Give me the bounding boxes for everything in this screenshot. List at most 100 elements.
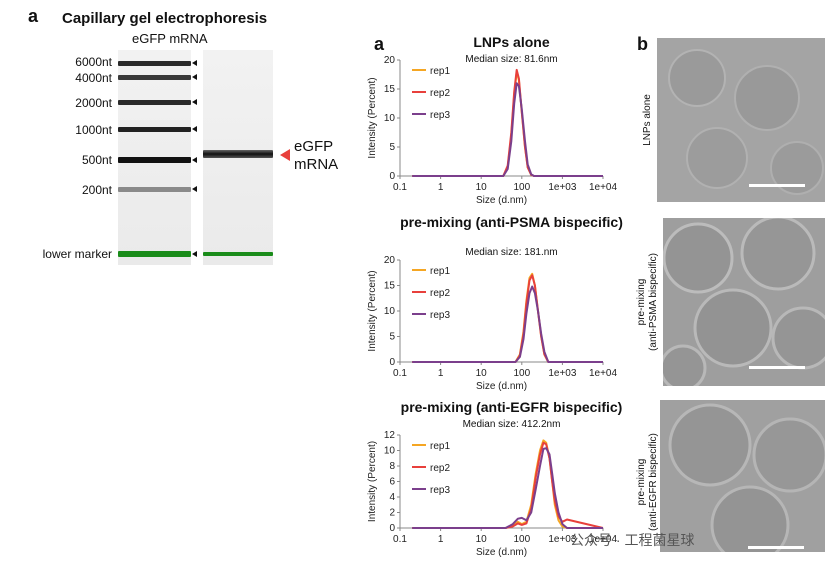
- ladder-label-6000: 6000nt: [75, 55, 112, 69]
- egfp-mrna-band: [203, 150, 273, 158]
- legend-label: rep1: [430, 441, 450, 452]
- scale-bar: [748, 546, 804, 549]
- lower-marker-label: lower marker: [42, 247, 112, 261]
- panel-a2-letter: a: [374, 34, 385, 54]
- em-texture: [657, 38, 825, 202]
- y-tick-label: 10: [384, 446, 396, 457]
- y-tick-label: 12: [384, 430, 396, 441]
- legend-label: rep2: [430, 288, 450, 299]
- red-triangle-icon: [280, 149, 290, 161]
- y-tick-label: 8: [389, 461, 395, 472]
- legend-label: rep2: [430, 88, 450, 99]
- legend-label: rep2: [430, 463, 450, 474]
- x-axis-label: Size (d.nm): [476, 547, 527, 558]
- ladder-label-1000: 1000nt: [75, 123, 112, 137]
- em-texture: [660, 400, 825, 552]
- ladder-label-200: 200nt: [81, 183, 112, 197]
- y-tick-label: 0: [389, 171, 395, 182]
- watermark: 公众号 · 工程菌星球: [570, 532, 695, 548]
- legend-label: rep3: [430, 485, 450, 496]
- x-tick-label: 1e+04: [589, 368, 618, 379]
- y-axis-label: Intensity (Percent): [367, 77, 378, 158]
- sample-marker-band: [203, 252, 273, 256]
- x-tick-label: 1e+03: [548, 534, 577, 545]
- x-tick-label: 1: [438, 182, 444, 193]
- x-tick-label: 0.1: [393, 368, 407, 379]
- ladder-band: [118, 157, 191, 163]
- x-tick-label: 10: [476, 182, 488, 193]
- y-tick-label: 10: [384, 306, 396, 317]
- series-line-rep2: [412, 68, 603, 177]
- y-tick-label: 5: [389, 142, 395, 153]
- gel-title: Capillary gel electrophoresis: [62, 10, 268, 27]
- y-tick-label: 0: [389, 523, 395, 534]
- y-tick-label: 2: [389, 508, 395, 519]
- x-tick-label: 1e+03: [548, 368, 577, 379]
- legend-label: rep1: [430, 66, 450, 77]
- x-tick-label: 1e+04: [589, 182, 618, 193]
- x-tick-label: 10: [476, 368, 488, 379]
- lower-marker-band: [118, 251, 191, 257]
- ladder-label-2000: 2000nt: [75, 96, 112, 110]
- chart-subtitle: Median size: 181.nm: [465, 247, 557, 258]
- panel-a-letter: a: [28, 6, 39, 26]
- x-tick-label: 100: [513, 182, 530, 193]
- ladder-arrow-icon: [192, 99, 197, 105]
- em-label-psma: pre-mixing (anti-PSMA bispecific): [636, 232, 660, 372]
- chart-title: pre-mixing (anti-EGFR bispecific): [401, 399, 623, 415]
- chart-subtitle: Median size: 412.2nm: [463, 419, 561, 430]
- x-tick-label: 1e+04: [589, 534, 618, 545]
- egfp-label-line1: eGFP: [294, 138, 334, 155]
- legend-label: rep3: [430, 310, 450, 321]
- ladder-arrow-icon: [192, 126, 197, 132]
- em-image-psma: [663, 218, 825, 386]
- y-tick-label: 20: [384, 255, 396, 266]
- x-tick-label: 1e+03: [548, 182, 577, 193]
- x-tick-label: 0.1: [393, 534, 407, 545]
- y-tick-label: 0: [389, 357, 395, 368]
- x-tick-label: 1: [438, 534, 444, 545]
- chart-title: pre-mixing (anti-PSMA bispecific): [400, 214, 623, 230]
- ladder-arrow-icon: [192, 74, 197, 80]
- x-tick-label: 1: [438, 368, 444, 379]
- y-tick-label: 10: [384, 113, 396, 124]
- ladder-arrow-icon: [192, 251, 197, 257]
- scale-bar: [749, 366, 805, 369]
- x-tick-label: 0.1: [393, 182, 407, 193]
- y-tick-label: 6: [389, 477, 395, 488]
- legend-label: rep1: [430, 266, 450, 277]
- em-label-line1: pre-mixing: [636, 278, 647, 326]
- ladder-label-4000: 4000nt: [75, 71, 112, 85]
- legend-label: rep3: [430, 110, 450, 121]
- scale-bar: [749, 184, 805, 187]
- egfp-label-line2: mRNA: [294, 156, 339, 173]
- chart-subtitle: Median size: 81.6nm: [465, 54, 557, 65]
- series-line-rep3: [412, 447, 603, 529]
- y-tick-label: 4: [389, 492, 395, 503]
- em-label-lnps: LNPs alone: [642, 65, 654, 175]
- em-image-lnps: [657, 38, 825, 202]
- ladder-band: [118, 127, 191, 132]
- y-axis-label: Intensity (Percent): [367, 441, 378, 522]
- em-texture: [663, 218, 825, 386]
- ladder-band: [118, 187, 191, 192]
- y-tick-label: 5: [389, 332, 395, 343]
- x-axis-label: Size (d.nm): [476, 381, 527, 392]
- em-label-line1: LNPs alone: [642, 94, 653, 146]
- x-tick-label: 10: [476, 534, 488, 545]
- ladder-band: [118, 61, 191, 66]
- y-axis-label: Intensity (Percent): [367, 270, 378, 351]
- series-line-rep3: [412, 82, 603, 177]
- gel-subtitle: eGFP mRNA: [132, 31, 208, 46]
- ladder-arrow-icon: [192, 157, 197, 163]
- chart-title: LNPs alone: [473, 34, 549, 50]
- x-tick-label: 100: [513, 534, 530, 545]
- em-label-line2: (anti-PSMA bispecific): [648, 253, 659, 351]
- series-line-rep3: [412, 285, 603, 363]
- y-tick-label: 15: [384, 281, 396, 292]
- ladder-band: [118, 75, 191, 80]
- y-tick-label: 20: [384, 55, 396, 66]
- ladder-arrow-icon: [192, 186, 197, 192]
- egfp-mrna-label: eGFP mRNA: [294, 138, 338, 174]
